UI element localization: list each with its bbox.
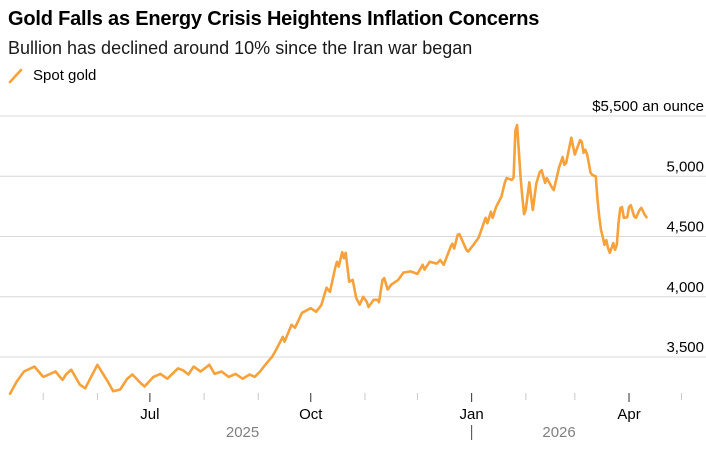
svg-text:4,500: 4,500: [666, 219, 704, 236]
legend-label: Spot gold: [33, 67, 97, 84]
svg-text:5,000: 5,000: [666, 158, 704, 175]
svg-text:Jan: Jan: [460, 406, 484, 423]
svg-text:3,500: 3,500: [666, 339, 704, 356]
svg-text:2025: 2025: [226, 424, 259, 441]
page-title: Gold Falls as Energy Crisis Heightens In…: [8, 8, 540, 30]
legend-marker-stroke: [8, 68, 23, 83]
svg-text:$5,500 an ounce: $5,500 an ounce: [592, 98, 704, 115]
svg-text:Jul: Jul: [140, 406, 159, 423]
svg-text:2026: 2026: [542, 424, 575, 441]
svg-text:Apr: Apr: [617, 406, 640, 423]
spot-gold-line-icon: [8, 68, 23, 83]
svg-text:4,000: 4,000: [666, 279, 704, 296]
svg-text:Oct: Oct: [299, 406, 323, 423]
page-subtitle: Bullion has declined around 10% since th…: [8, 38, 473, 58]
chart-header: Gold Falls as Energy Crisis Heightens In…: [0, 0, 706, 84]
legend: Spot gold: [7, 67, 706, 84]
